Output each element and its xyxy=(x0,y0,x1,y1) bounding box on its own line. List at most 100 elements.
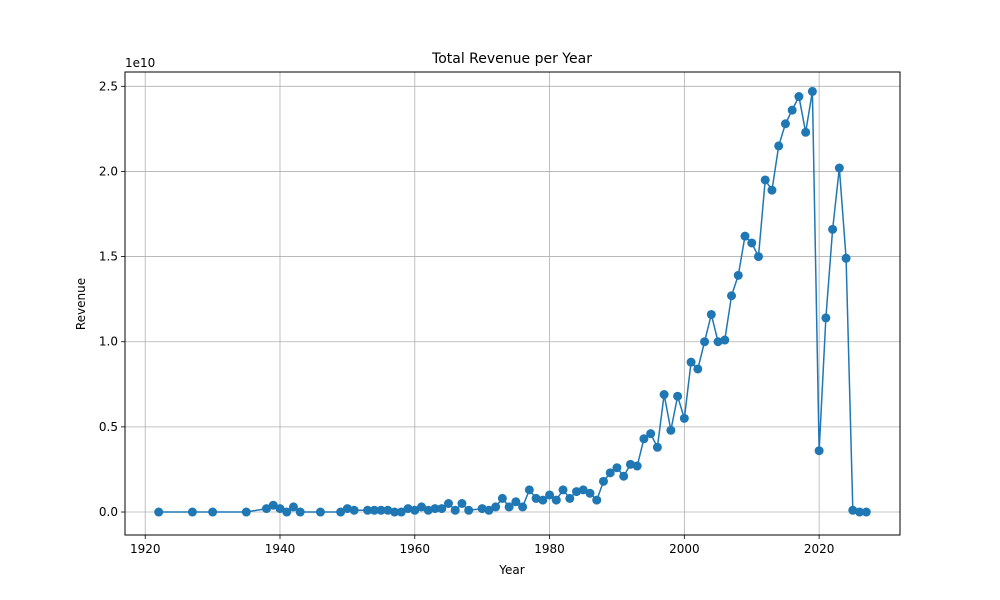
data-point xyxy=(700,337,710,347)
data-point xyxy=(794,92,804,102)
data-point xyxy=(787,105,797,115)
data-point xyxy=(410,505,420,515)
data-point xyxy=(652,442,662,452)
data-point xyxy=(585,488,595,498)
data-point xyxy=(720,335,730,345)
data-point xyxy=(578,485,588,495)
x-tick-label: 1940 xyxy=(265,542,296,556)
data-point xyxy=(598,476,608,486)
data-point xyxy=(760,175,770,185)
data-point xyxy=(282,507,292,517)
data-point xyxy=(268,500,278,510)
data-point xyxy=(443,498,453,508)
data-point xyxy=(383,505,393,515)
data-point xyxy=(632,461,642,471)
data-point xyxy=(753,252,763,262)
x-axis: 1920 1940 1960 1980 2000 2020 xyxy=(130,535,834,556)
data-point xyxy=(464,505,474,515)
data-point xyxy=(403,504,413,514)
data-point xyxy=(376,505,386,515)
data-point xyxy=(262,504,272,514)
data-point xyxy=(727,291,737,301)
data-point xyxy=(740,231,750,241)
y-tick-label: 0.5 xyxy=(99,420,118,434)
series-line xyxy=(158,91,867,513)
data-point xyxy=(342,504,352,514)
y-tick-label: 1.5 xyxy=(99,250,118,264)
data-point xyxy=(592,495,602,505)
data-point xyxy=(531,493,541,503)
data-point xyxy=(855,507,865,517)
data-point xyxy=(619,471,629,481)
data-point xyxy=(693,364,703,374)
y-tick-label: 2.0 xyxy=(99,164,118,178)
data-point xyxy=(315,507,325,517)
data-point xyxy=(497,493,507,503)
data-point xyxy=(801,127,811,137)
y-tick-label: 0.0 xyxy=(99,505,118,519)
data-point xyxy=(511,497,521,507)
data-point xyxy=(828,224,838,234)
data-point xyxy=(612,463,622,473)
y-tick-label: 2.5 xyxy=(99,79,118,93)
data-point xyxy=(572,487,582,497)
x-tick-label: 1980 xyxy=(534,542,565,556)
data-point xyxy=(646,429,656,439)
grid xyxy=(125,72,900,535)
data-point xyxy=(437,504,447,514)
data-point xyxy=(780,119,790,129)
data-point xyxy=(450,505,460,515)
data-point xyxy=(336,507,346,517)
data-point xyxy=(288,502,298,512)
data-point xyxy=(558,485,568,495)
data-point xyxy=(457,498,467,508)
data-point xyxy=(208,507,218,517)
data-point xyxy=(673,391,683,401)
data-point xyxy=(551,495,561,505)
data-point xyxy=(390,507,400,517)
data-point xyxy=(477,504,487,514)
data-point xyxy=(369,505,379,515)
data-point xyxy=(639,434,649,444)
x-tick-label: 2000 xyxy=(669,542,700,556)
data-point xyxy=(774,141,784,151)
data-point xyxy=(706,309,716,319)
y-tick-label: 1.0 xyxy=(99,335,118,349)
data-point xyxy=(747,238,757,248)
data-point xyxy=(807,86,817,96)
data-point xyxy=(605,468,615,478)
x-axis-label: Year xyxy=(498,563,524,577)
data-point xyxy=(841,253,851,263)
y-scale-label: 1e10 xyxy=(125,56,155,70)
data-point xyxy=(491,502,501,512)
data-point xyxy=(625,459,635,469)
data-point xyxy=(396,507,406,517)
y-axis: 0.0 0.5 1.0 1.5 2.0 2.5 xyxy=(99,79,125,519)
data-point xyxy=(538,495,548,505)
data-point xyxy=(241,507,251,517)
data-point xyxy=(484,505,494,515)
data-point xyxy=(295,507,305,517)
data-point xyxy=(821,313,831,323)
data-point xyxy=(713,337,723,347)
data-point xyxy=(275,504,285,514)
series-layer xyxy=(154,86,871,517)
data-point xyxy=(363,505,373,515)
data-point xyxy=(187,507,197,517)
x-tick-label: 1920 xyxy=(130,542,161,556)
y-axis-label: Revenue xyxy=(74,278,88,330)
chart-title: Total Revenue per Year xyxy=(431,51,592,67)
data-point xyxy=(565,493,575,503)
data-point xyxy=(524,485,534,495)
data-point xyxy=(679,413,689,423)
data-point xyxy=(861,507,871,517)
data-point xyxy=(545,490,555,500)
data-point xyxy=(659,390,669,400)
data-point xyxy=(814,446,824,456)
data-point xyxy=(733,270,743,280)
data-point xyxy=(417,502,427,512)
data-point xyxy=(848,505,858,515)
data-point xyxy=(686,357,696,367)
data-point xyxy=(349,505,359,515)
